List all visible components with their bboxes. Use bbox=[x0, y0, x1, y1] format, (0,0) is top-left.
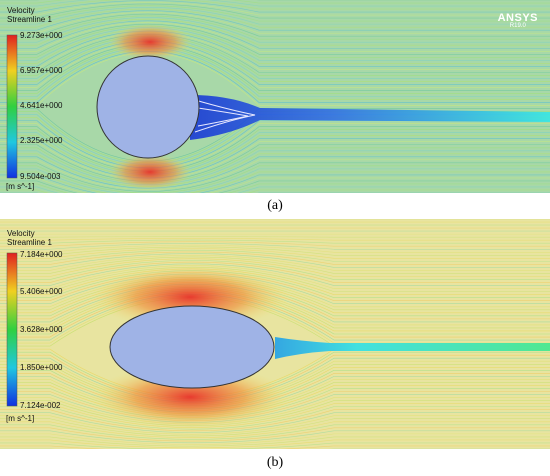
streamline bbox=[0, 433, 550, 445]
streamline bbox=[0, 251, 550, 265]
streamline bbox=[0, 255, 550, 271]
streamline bbox=[0, 17, 550, 43]
panel-a-tick-4: 2.325e+000 bbox=[20, 136, 63, 145]
streamline bbox=[0, 8, 550, 28]
streamline bbox=[0, 183, 550, 193]
streamline bbox=[0, 7, 550, 25]
streamline bbox=[0, 246, 550, 256]
panel-b-colorbar bbox=[6, 252, 18, 407]
streamline bbox=[0, 186, 550, 193]
streamline bbox=[0, 421, 550, 438]
panel-b-tick-max: 7.184e+000 bbox=[20, 250, 63, 259]
streamline bbox=[0, 162, 550, 192]
panel-b-legend-title: Velocity Streamline 1 bbox=[7, 229, 52, 247]
streamline bbox=[0, 20, 550, 49]
panel-b-wake bbox=[275, 337, 550, 359]
streamline bbox=[0, 168, 550, 193]
panel-b-tick-2: 5.406e+000 bbox=[20, 287, 63, 296]
streamline bbox=[0, 177, 550, 193]
panel-a-wake bbox=[190, 95, 550, 140]
panel-b-tick-3: 3.628e+000 bbox=[20, 325, 63, 334]
panel-b-caption: (b) bbox=[266, 455, 284, 470]
panel-a-tick-max: 9.273e+000 bbox=[20, 31, 63, 40]
streamline bbox=[0, 260, 550, 280]
panel-a-recirculation-top bbox=[194, 99, 256, 133]
panel-b-unit: [m s^-1] bbox=[6, 414, 35, 423]
streamline bbox=[0, 18, 550, 46]
streamline bbox=[0, 0, 550, 7]
panel-a-tick-2: 6.957e+000 bbox=[20, 66, 63, 75]
streamline bbox=[0, 241, 550, 247]
streamline bbox=[0, 3, 550, 19]
panel-a-tick-min: 9.504e-003 bbox=[20, 172, 61, 181]
streamline bbox=[0, 424, 550, 440]
streamline bbox=[0, 258, 550, 277]
panel-b-tick-min: 7.124e-002 bbox=[20, 401, 61, 410]
streamline bbox=[0, 0, 550, 13]
streamline bbox=[0, 442, 550, 449]
streamline bbox=[0, 256, 550, 274]
streamline bbox=[0, 13, 550, 37]
streamline bbox=[0, 415, 550, 435]
panel-b-flow-field bbox=[0, 219, 550, 449]
streamline bbox=[0, 238, 550, 241]
streamline bbox=[0, 430, 550, 444]
streamline bbox=[0, 439, 550, 449]
streamline bbox=[0, 445, 550, 449]
streamline bbox=[0, 244, 550, 253]
panel-b-tick-4: 1.850e+000 bbox=[20, 363, 63, 372]
panel-a-high-velocity-bottom bbox=[108, 154, 192, 190]
streamline bbox=[0, 1, 550, 16]
streamline bbox=[0, 427, 550, 442]
panel-a-caption: (a) bbox=[267, 198, 283, 213]
streamline bbox=[0, 436, 550, 447]
streamline bbox=[0, 174, 550, 193]
panel-b-ellipse-body bbox=[109, 305, 275, 389]
streamline bbox=[0, 243, 550, 250]
panel-a-legend-title: Velocity Streamline 1 bbox=[7, 6, 52, 24]
panel-a-colorbar bbox=[6, 34, 18, 179]
streamline bbox=[0, 263, 550, 286]
panel-a-tick-3: 4.641e+000 bbox=[20, 101, 63, 110]
streamline bbox=[0, 171, 550, 193]
panel-a-unit: [m s^-1] bbox=[6, 182, 35, 191]
streamline bbox=[0, 22, 550, 52]
streamline bbox=[0, 239, 550, 244]
streamline bbox=[0, 0, 550, 10]
streamline bbox=[0, 12, 550, 34]
streamline bbox=[0, 261, 550, 283]
streamline bbox=[0, 248, 550, 259]
streamline bbox=[0, 236, 550, 238]
panel-b-streamline-plot: Velocity Streamline 1 7.184e+000 5.406e+… bbox=[0, 219, 550, 449]
streamline bbox=[0, 180, 550, 193]
ansys-logo: ANSYS R19.0 bbox=[497, 12, 538, 29]
streamline bbox=[0, 409, 550, 432]
streamline bbox=[0, 249, 550, 262]
streamline bbox=[0, 412, 550, 433]
panel-b-high-velocity-top bbox=[90, 265, 290, 329]
streamline bbox=[0, 0, 550, 4]
streamline bbox=[0, 418, 550, 437]
panel-a-high-velocity-top bbox=[108, 24, 192, 60]
panel-a-flow-field bbox=[0, 0, 550, 193]
panel-b-high-velocity-bottom bbox=[90, 365, 290, 429]
streamline bbox=[0, 5, 550, 22]
streamline bbox=[0, 15, 550, 40]
panel-a-cylinder bbox=[96, 55, 200, 159]
streamline bbox=[0, 165, 550, 193]
streamline bbox=[0, 406, 550, 430]
streamline bbox=[0, 253, 550, 268]
panel-a-recirculation-bottom bbox=[197, 107, 249, 127]
streamline bbox=[0, 10, 550, 31]
panel-a-streamline-plot: Velocity Streamline 1 9.273e+000 6.957e+… bbox=[0, 0, 550, 193]
